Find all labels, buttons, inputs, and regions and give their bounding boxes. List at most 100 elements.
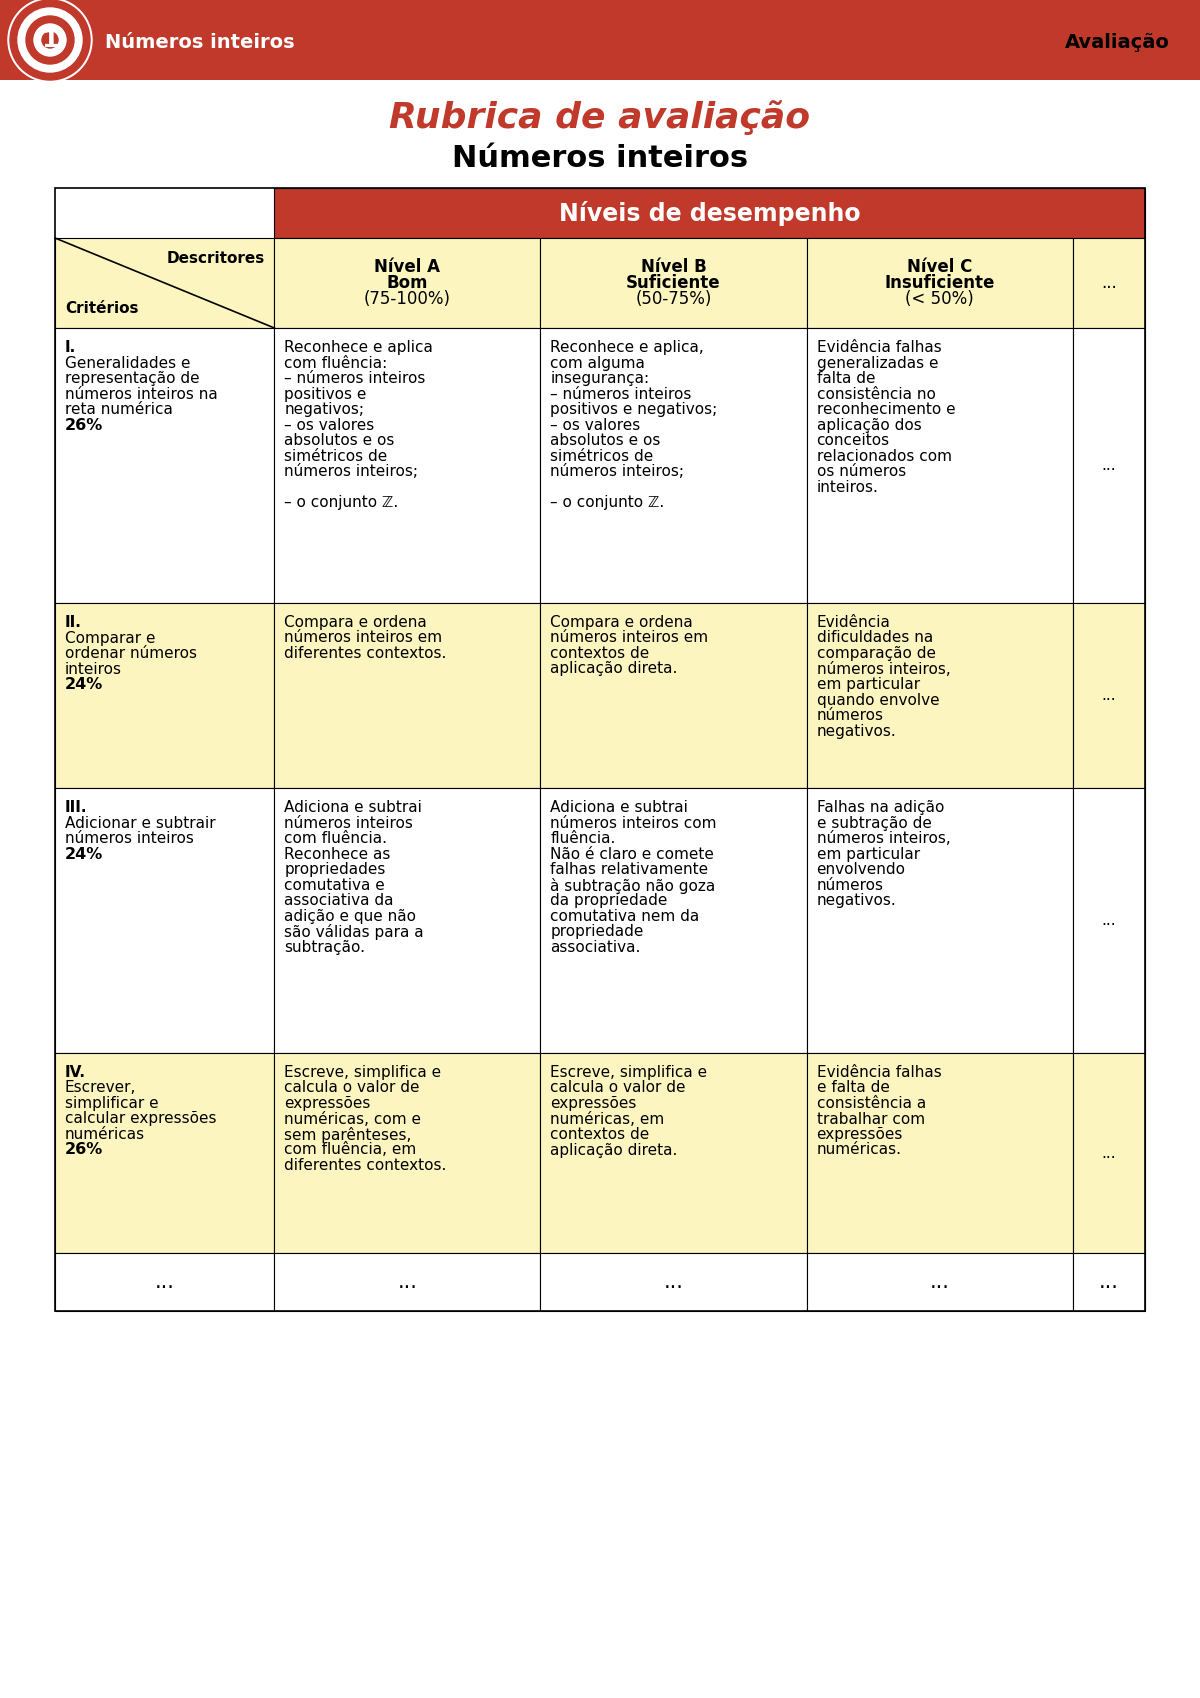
Text: expressões: expressões bbox=[816, 1127, 902, 1143]
Text: números: números bbox=[816, 708, 883, 723]
Text: em particular: em particular bbox=[816, 847, 919, 861]
Text: contextos de: contextos de bbox=[551, 1127, 649, 1143]
Text: ...: ... bbox=[1102, 458, 1116, 474]
Text: – o conjunto ℤ.: – o conjunto ℤ. bbox=[284, 496, 398, 509]
Text: números inteiros na: números inteiros na bbox=[65, 387, 217, 401]
Text: Evidência falhas: Evidência falhas bbox=[816, 340, 941, 355]
Text: da propriedade: da propriedade bbox=[551, 893, 668, 908]
Text: Níveis de desempenho: Níveis de desempenho bbox=[559, 200, 860, 226]
Text: Nível C: Nível C bbox=[907, 258, 972, 277]
Bar bbox=[275, 788, 540, 1053]
Bar bbox=[55, 328, 275, 603]
Text: diferentes contextos.: diferentes contextos. bbox=[284, 645, 446, 661]
Bar bbox=[540, 1053, 806, 1253]
Text: à subtração não goza: à subtração não goza bbox=[551, 878, 715, 893]
Text: Adiciona e subtrai: Adiciona e subtrai bbox=[284, 800, 422, 815]
Text: absolutos e os: absolutos e os bbox=[284, 433, 395, 448]
Text: sem parênteses,: sem parênteses, bbox=[284, 1127, 412, 1143]
Text: (< 50%): (< 50%) bbox=[905, 290, 974, 307]
Bar bbox=[0, 0, 1200, 80]
Text: diferentes contextos.: diferentes contextos. bbox=[284, 1158, 446, 1173]
Text: Escrever,: Escrever, bbox=[65, 1080, 137, 1095]
Text: Compara e ordena: Compara e ordena bbox=[551, 615, 694, 630]
Circle shape bbox=[18, 8, 82, 71]
Text: com fluência:: com fluência: bbox=[284, 355, 388, 370]
Bar bbox=[275, 1253, 540, 1311]
Text: ...: ... bbox=[1102, 1146, 1116, 1160]
Text: falhas relativamente: falhas relativamente bbox=[551, 863, 709, 876]
Text: subtração.: subtração. bbox=[284, 939, 366, 954]
Text: ...: ... bbox=[155, 1272, 175, 1292]
Bar bbox=[1073, 788, 1145, 1053]
Circle shape bbox=[10, 0, 90, 80]
Text: IV.: IV. bbox=[65, 1065, 86, 1080]
Text: – os valores: – os valores bbox=[551, 418, 641, 433]
Bar bbox=[1073, 1253, 1145, 1311]
Text: generalizadas e: generalizadas e bbox=[816, 355, 938, 370]
Text: números inteiros com: números inteiros com bbox=[551, 815, 716, 830]
Bar bbox=[806, 1053, 1073, 1253]
Text: 24%: 24% bbox=[65, 847, 103, 861]
Bar bbox=[55, 788, 275, 1053]
Text: envolvendo: envolvendo bbox=[816, 863, 906, 876]
Text: numéricas: numéricas bbox=[65, 1127, 145, 1143]
Text: dificuldades na: dificuldades na bbox=[816, 630, 932, 645]
Text: Avaliação: Avaliação bbox=[1066, 32, 1170, 51]
Text: 26%: 26% bbox=[65, 1143, 103, 1158]
Text: Bom: Bom bbox=[386, 273, 428, 292]
Text: positivos e negativos;: positivos e negativos; bbox=[551, 402, 718, 418]
Text: consistência a: consistência a bbox=[816, 1095, 926, 1110]
Text: comutativa nem da: comutativa nem da bbox=[551, 908, 700, 924]
Bar bbox=[540, 603, 806, 788]
Text: simplificar e: simplificar e bbox=[65, 1095, 158, 1110]
Text: Nível B: Nível B bbox=[641, 258, 707, 277]
Text: com fluência, em: com fluência, em bbox=[284, 1143, 416, 1158]
Text: simétricos de: simétricos de bbox=[284, 448, 388, 464]
Text: Rubrica de avaliação: Rubrica de avaliação bbox=[390, 100, 810, 136]
Text: Comparar e: Comparar e bbox=[65, 630, 156, 645]
Text: números inteiros;: números inteiros; bbox=[551, 464, 684, 479]
Bar bbox=[55, 603, 275, 788]
Bar bbox=[275, 328, 540, 603]
Text: números: números bbox=[816, 878, 883, 893]
Text: Reconhece e aplica: Reconhece e aplica bbox=[284, 340, 433, 355]
Circle shape bbox=[42, 32, 58, 48]
Text: – números inteiros: – números inteiros bbox=[551, 387, 692, 401]
Bar bbox=[55, 188, 1145, 1311]
Bar bbox=[806, 788, 1073, 1053]
Bar bbox=[55, 1053, 275, 1253]
Text: os números: os números bbox=[816, 464, 906, 479]
Text: 1: 1 bbox=[41, 27, 59, 53]
Text: negativos.: negativos. bbox=[816, 723, 896, 739]
Circle shape bbox=[26, 15, 74, 65]
Text: e falta de: e falta de bbox=[816, 1080, 889, 1095]
Bar bbox=[806, 1253, 1073, 1311]
Text: números inteiros,: números inteiros, bbox=[816, 662, 950, 676]
Text: fluência.: fluência. bbox=[551, 830, 616, 846]
Text: Reconhece as: Reconhece as bbox=[284, 847, 391, 861]
Text: 24%: 24% bbox=[65, 678, 103, 693]
Circle shape bbox=[34, 24, 66, 56]
Text: aplicação direta.: aplicação direta. bbox=[551, 1143, 678, 1158]
Text: relacionados com: relacionados com bbox=[816, 448, 952, 464]
Text: números inteiros em: números inteiros em bbox=[284, 630, 443, 645]
Text: falta de: falta de bbox=[816, 370, 875, 385]
Text: calcula o valor de: calcula o valor de bbox=[551, 1080, 686, 1095]
Bar bbox=[275, 603, 540, 788]
Text: (75-100%): (75-100%) bbox=[364, 290, 451, 307]
Text: propriedades: propriedades bbox=[284, 863, 385, 876]
Text: Descritores: Descritores bbox=[166, 251, 264, 265]
Text: Suficiente: Suficiente bbox=[626, 273, 721, 292]
Text: propriedade: propriedade bbox=[551, 924, 644, 939]
Text: ...: ... bbox=[664, 1272, 684, 1292]
Text: em particular: em particular bbox=[816, 678, 919, 693]
Text: aplicação dos: aplicação dos bbox=[816, 418, 922, 433]
Text: aplicação direta.: aplicação direta. bbox=[551, 662, 678, 676]
Bar bbox=[275, 1053, 540, 1253]
Bar bbox=[1073, 1053, 1145, 1253]
Text: números inteiros em: números inteiros em bbox=[551, 630, 709, 645]
Text: trabalhar com: trabalhar com bbox=[816, 1112, 925, 1126]
Text: ...: ... bbox=[1100, 273, 1117, 292]
Text: ...: ... bbox=[397, 1272, 418, 1292]
Bar bbox=[540, 1253, 806, 1311]
